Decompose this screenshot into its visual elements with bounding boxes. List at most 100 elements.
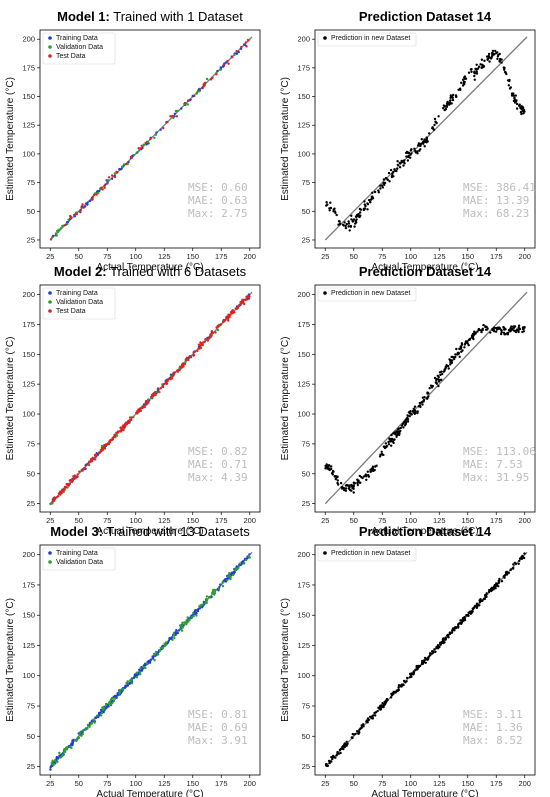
data-point bbox=[453, 629, 456, 632]
data-point bbox=[411, 409, 415, 413]
data-point bbox=[428, 132, 431, 135]
data-point bbox=[173, 112, 177, 116]
data-point bbox=[226, 579, 229, 582]
data-point bbox=[464, 342, 467, 345]
data-point bbox=[454, 626, 457, 629]
data-point bbox=[197, 347, 200, 350]
x-axis-label: Actual Temperature (°C) bbox=[371, 262, 478, 273]
data-point bbox=[166, 641, 170, 644]
chart-title-bold: Prediction Dataset 14 bbox=[359, 264, 492, 279]
data-point bbox=[154, 650, 158, 654]
data-point bbox=[207, 595, 211, 599]
data-point bbox=[176, 369, 179, 372]
x-tick-label: 25 bbox=[321, 516, 329, 525]
data-point bbox=[521, 330, 524, 334]
y-tick-label: 50 bbox=[302, 469, 310, 478]
x-axis-label: Actual Temperature (°C) bbox=[96, 262, 203, 273]
data-point bbox=[327, 467, 330, 470]
data-point bbox=[513, 100, 517, 103]
data-point bbox=[416, 144, 420, 147]
data-point bbox=[98, 451, 101, 454]
data-point bbox=[487, 52, 491, 56]
data-point bbox=[506, 333, 509, 336]
data-point bbox=[100, 186, 103, 189]
data-point bbox=[439, 373, 442, 377]
data-point bbox=[61, 489, 65, 492]
data-point bbox=[437, 115, 440, 118]
data-point bbox=[438, 645, 441, 649]
data-point bbox=[118, 689, 122, 692]
data-point bbox=[352, 733, 355, 736]
data-point bbox=[194, 611, 197, 615]
data-point bbox=[390, 437, 393, 441]
data-point bbox=[101, 706, 104, 709]
chart-title-bold: Prediction Dataset 14 bbox=[359, 9, 492, 24]
data-point bbox=[92, 193, 96, 196]
data-point bbox=[473, 74, 476, 78]
data-point bbox=[389, 440, 392, 443]
data-point bbox=[350, 489, 353, 492]
stat-text: MAE: 1.36 bbox=[463, 721, 523, 734]
data-point bbox=[65, 746, 68, 749]
x-tick-label: 50 bbox=[350, 252, 358, 261]
data-point bbox=[118, 167, 121, 171]
data-point bbox=[500, 330, 503, 334]
data-point bbox=[359, 211, 362, 214]
data-point bbox=[421, 403, 424, 406]
data-point bbox=[88, 461, 91, 464]
data-point bbox=[352, 484, 355, 487]
y-tick-label: 75 bbox=[27, 178, 35, 187]
data-point bbox=[485, 55, 489, 58]
data-point bbox=[228, 572, 231, 575]
data-point bbox=[78, 733, 81, 737]
data-point bbox=[146, 140, 150, 144]
data-point bbox=[248, 553, 251, 556]
data-point bbox=[471, 335, 475, 338]
y-tick-label: 25 bbox=[302, 762, 310, 771]
data-point bbox=[100, 711, 104, 715]
data-point bbox=[225, 316, 229, 319]
data-point bbox=[221, 65, 225, 68]
data-point bbox=[193, 610, 197, 613]
data-point bbox=[135, 676, 139, 679]
data-point bbox=[442, 106, 445, 110]
legend: Prediction in new Dataset bbox=[317, 287, 417, 302]
data-point bbox=[342, 224, 345, 227]
data-point bbox=[373, 190, 377, 194]
data-point bbox=[210, 330, 213, 333]
data-point bbox=[385, 445, 388, 449]
data-point bbox=[180, 625, 184, 628]
data-point bbox=[358, 481, 361, 484]
data-point bbox=[190, 616, 194, 619]
data-point bbox=[439, 643, 442, 646]
data-point bbox=[461, 84, 465, 87]
stat-text: MSE: 0.60 bbox=[188, 181, 248, 194]
data-point bbox=[500, 332, 503, 336]
data-point bbox=[327, 464, 330, 467]
stat-text: MAE: 7.53 bbox=[463, 458, 523, 471]
data-point bbox=[217, 587, 220, 590]
data-point bbox=[478, 328, 481, 332]
x-tick-label: 150 bbox=[186, 516, 199, 525]
x-tick-label: 150 bbox=[461, 779, 474, 788]
data-point bbox=[324, 464, 327, 468]
legend: Training Data Validation Data bbox=[42, 547, 116, 571]
data-point bbox=[142, 664, 145, 667]
data-point bbox=[426, 392, 429, 395]
y-tick-label: 150 bbox=[297, 350, 310, 359]
data-point bbox=[381, 702, 384, 705]
x-tick-label: 100 bbox=[404, 252, 417, 261]
data-point bbox=[429, 653, 432, 657]
data-point bbox=[474, 604, 477, 607]
data-point bbox=[482, 65, 485, 69]
y-tick-label: 175 bbox=[22, 63, 35, 72]
data-point bbox=[213, 593, 216, 596]
data-point bbox=[467, 611, 470, 614]
data-point bbox=[94, 458, 97, 461]
data-point bbox=[153, 136, 156, 140]
data-point bbox=[101, 188, 104, 191]
data-point bbox=[470, 610, 474, 613]
data-point bbox=[103, 184, 106, 187]
data-point bbox=[366, 208, 369, 211]
data-point bbox=[469, 68, 473, 71]
